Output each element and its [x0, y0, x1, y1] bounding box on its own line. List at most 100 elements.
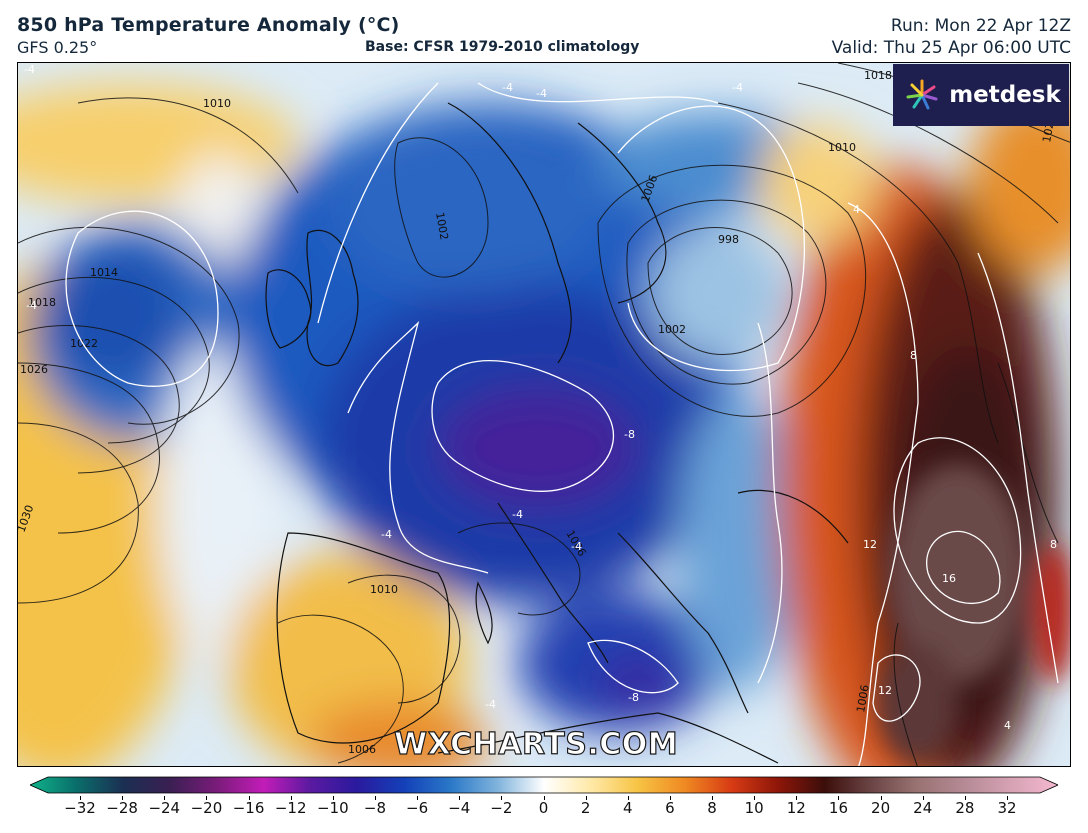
map-canvas: 1010 1014 1018 1022 1026 1030 1002 1006 … — [18, 63, 1070, 766]
colorbar-tick-label: 24 — [913, 799, 933, 817]
colorbar-tick-label: 6 — [665, 799, 675, 817]
isobar-label: 1014 — [90, 266, 118, 279]
anomaly-label: 8 — [1050, 538, 1057, 551]
model-label: GFS 0.25° — [17, 38, 98, 57]
anomaly-label: 12 — [878, 684, 892, 697]
colorbar-tick-mark — [122, 796, 124, 800]
colorbar-tick-label: 2 — [580, 799, 591, 817]
isobar-label: 1006 — [854, 684, 872, 714]
isobar-label: 1002 — [658, 323, 686, 336]
anomaly-label: -4 — [536, 87, 547, 100]
colorbar-tick-mark — [1007, 796, 1008, 800]
colorbar-tick-label: −28 — [106, 799, 138, 817]
colorbar-tick-label: −16 — [232, 799, 265, 817]
colorbar-tick-mark — [796, 796, 798, 800]
baltic-coast — [577, 122, 667, 304]
anomaly-label: 4 — [1004, 719, 1011, 732]
isobar-label: 1022 — [70, 337, 98, 350]
colorbar-tick-mark — [627, 796, 629, 800]
colorbar-tick-mark — [290, 796, 292, 800]
colorbar-tick-label: 4 — [622, 799, 633, 817]
anomaly-label: -4 — [26, 299, 37, 312]
isobar-label: 1006 — [348, 743, 376, 756]
isobar-label: 1002 — [433, 211, 451, 241]
colorbar-tick-mark — [501, 796, 503, 800]
colorbar-tick-mark — [669, 796, 671, 800]
anomaly-label: -8 — [624, 428, 635, 441]
iberia-coast — [276, 532, 451, 744]
italy-coast — [497, 502, 609, 664]
colorbar-tick-label: −8 — [363, 799, 387, 817]
chart-title: 850 hPa Temperature Anomaly (°C) — [17, 14, 400, 36]
colorbar-tick-label: 12 — [786, 799, 806, 817]
colorbar-tick-mark — [459, 796, 461, 800]
colorbar-tick-mark — [712, 796, 714, 800]
colorbar-tick-mark — [543, 796, 545, 800]
colorbar-tick-label: −2 — [490, 799, 513, 817]
isobar-label: 1026 — [20, 363, 48, 376]
anomaly-label: -4 — [571, 540, 582, 553]
colorbar-tick-mark — [838, 796, 840, 800]
wxcharts-watermark: WXCHARTS.COM — [393, 726, 679, 762]
colorbar-tick-label: −24 — [148, 799, 181, 817]
colorbar-tick-mark — [206, 796, 208, 800]
isobar-label: 1018 — [28, 296, 56, 309]
colorbar-tick-label: 8 — [707, 799, 717, 817]
valid-time-label: Valid: Thu 25 Apr 06:00 UTC — [831, 38, 1071, 58]
colorbar-tick-mark — [80, 796, 81, 800]
metdesk-logo-text: metdesk — [949, 82, 1061, 108]
anomaly-label: 8 — [910, 349, 917, 362]
isobars — [18, 63, 1070, 766]
isobar-label: 1010 — [370, 583, 398, 596]
isobar-label: 1010 — [203, 97, 231, 110]
colorbar-tick-mark — [248, 796, 250, 800]
anomaly-label: 4 — [853, 203, 860, 216]
anomaly-label: -4 — [485, 698, 496, 711]
colorbar-tick-label: 0 — [538, 799, 549, 817]
colorbar-tick-mark — [880, 796, 882, 800]
anomaly-label: -4 — [381, 528, 392, 541]
colorbar-tick-label: −20 — [190, 799, 223, 817]
colorbar-tick-label: 20 — [871, 799, 891, 817]
colorbar-tick-label: −12 — [274, 799, 307, 817]
anomaly-label: -4 — [732, 81, 743, 94]
metdesk-flower-icon — [906, 79, 938, 110]
colorbar-tick-label: 32 — [997, 799, 1017, 817]
colorbar-tick-label: 10 — [744, 799, 764, 817]
colorbar-tick-label: −32 — [64, 799, 96, 817]
colorbar-bar — [30, 776, 1058, 794]
north-africa-coast — [437, 712, 779, 764]
colorbar-ticks: −32 −28 −24 −20 −16 −12 −10 −8 −6 −4 −2 0 2 4 6 8 10 12 16… — [0, 796, 1088, 822]
climatology-base-label: Base: CFSR 1979-2010 climatology — [365, 39, 640, 55]
colorbar-tick-mark — [922, 796, 924, 800]
anomaly-label: -8 — [628, 691, 639, 704]
sardinia-coast — [475, 581, 493, 645]
black-sea-coast — [737, 489, 849, 544]
britain-coast — [306, 229, 359, 367]
colorbar-tick-label: −6 — [406, 799, 429, 817]
anomaly-contours — [65, 82, 1059, 766]
colorbar — [30, 776, 1058, 794]
colorbar-tick-mark — [374, 796, 376, 800]
colorbar-tick-label: −10 — [316, 799, 349, 817]
isobar-label: 998 — [718, 233, 739, 246]
anomaly-label: -4 — [502, 81, 513, 94]
anomaly-label: 16 — [942, 572, 956, 585]
anomaly-label: 12 — [863, 538, 877, 551]
colorbar-tick-label: 16 — [828, 799, 848, 817]
isobar-label: 1010 — [828, 141, 856, 154]
anomaly-label: -4 — [512, 508, 523, 521]
colorbar-tick-label: 28 — [955, 799, 975, 817]
isobar-label: 1018 — [864, 69, 892, 82]
metdesk-logo: metdesk — [893, 64, 1069, 126]
scandinavia-coast — [447, 102, 572, 364]
colorbar-tick-mark — [585, 796, 587, 800]
colorbar-tick-mark — [964, 796, 966, 800]
run-time-label: Run: Mon 22 Apr 12Z — [890, 16, 1071, 36]
colorbar-tick-mark — [332, 796, 334, 800]
anomaly-label: -4 — [24, 63, 35, 76]
anomaly-labels: -4 -4 -4 -4 -4 -8 -8 -4 -4 4 8 12 16 12 … — [24, 63, 1057, 732]
colorbar-tick-mark — [417, 796, 419, 800]
anomaly-map[interactable]: 1010 1014 1018 1022 1026 1030 1002 1006 … — [17, 62, 1071, 767]
coastlines — [265, 102, 849, 764]
